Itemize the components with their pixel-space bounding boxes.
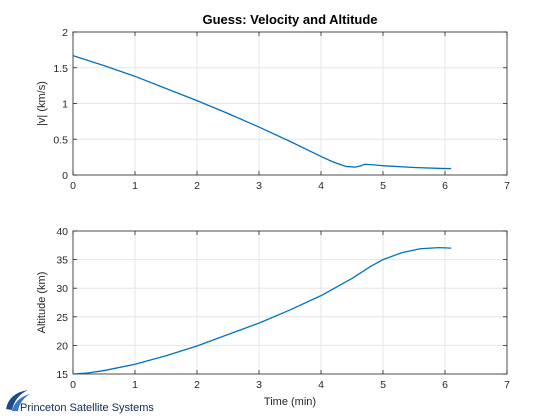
altitude-plot: 0 1 2 3 4 5 6 7 15 20 25 30 35 40 Altitude (km) Time (m… — [36, 226, 510, 408]
altitude-y-tick-label: 35 — [56, 255, 68, 267]
altitude-series-line — [72, 246, 452, 375]
altitude-x-tick-label: 6 — [442, 379, 448, 391]
figure-title: Guess: Velocity and Altitude — [202, 12, 377, 27]
altitude-axes-box — [72, 230, 508, 375]
velocity-x-tick-label: 5 — [380, 180, 386, 192]
velocity-y-tick-label: 0.5 — [53, 134, 68, 146]
velocity-x-tick-label: 2 — [194, 180, 200, 192]
orbit-swoosh-icon — [6, 390, 30, 411]
altitude-x-tick-label: 0 — [70, 379, 76, 391]
altitude-x-axis-label: Time (min) — [264, 396, 316, 408]
altitude-x-tick-label: 4 — [318, 379, 324, 391]
velocity-x-tick-label: 6 — [442, 180, 448, 192]
velocity-x-tick-label: 0 — [70, 180, 76, 192]
altitude-y-tick-label: 40 — [56, 226, 68, 238]
velocity-y-axis-label: |v| (km/s) — [36, 81, 48, 126]
velocity-x-tick-label: 1 — [132, 180, 138, 192]
altitude-x-tick-label: 2 — [194, 379, 200, 391]
altitude-x-tick-label: 7 — [504, 379, 510, 391]
altitude-y-tick-label: 15 — [56, 369, 68, 381]
altitude-y-tick-label: 25 — [56, 312, 68, 324]
velocity-x-tick-label: 4 — [318, 180, 324, 192]
altitude-x-tick-label: 3 — [256, 379, 262, 391]
velocity-y-tick-label: 1 — [62, 99, 68, 111]
altitude-x-tick-label: 5 — [380, 379, 386, 391]
altitude-y-tick-label: 20 — [56, 340, 68, 352]
altitude-y-axis-label: Altitude (km) — [36, 272, 48, 334]
velocity-series-line — [72, 54, 452, 170]
velocity-y-tick-label: 0 — [62, 170, 68, 182]
velocity-y-tick-label: 2 — [62, 27, 68, 39]
velocity-x-tick-label: 3 — [256, 180, 262, 192]
altitude-x-tick-label: 1 — [132, 379, 138, 391]
company-logo-text: Princeton Satellite Systems — [20, 402, 154, 414]
company-logo: Princeton Satellite Systems — [6, 390, 154, 414]
altitude-y-tick-label: 30 — [56, 283, 68, 295]
velocity-plot: 0 1 2 3 4 5 6 7 0 0.5 1 1.5 2 |v| (km/s) — [36, 27, 510, 192]
velocity-y-tick-label: 1.5 — [53, 63, 68, 75]
altitude-plot-area — [73, 231, 507, 374]
velocity-x-tick-label: 7 — [504, 180, 510, 192]
